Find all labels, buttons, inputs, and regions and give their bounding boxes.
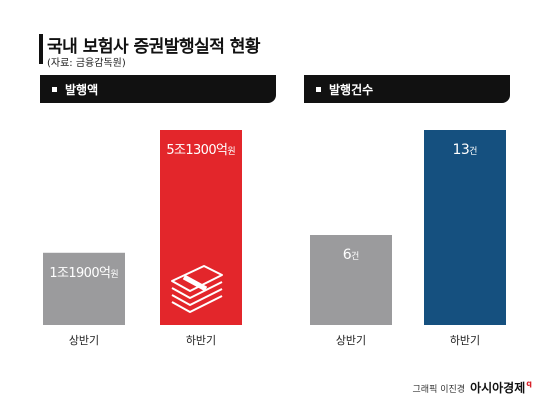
page-title: 국내 보험사 증권발행실적 현황	[47, 37, 261, 57]
bar-1-1	[424, 130, 506, 325]
panel-title-count: 발행건수	[329, 82, 374, 97]
bar-value-label-0-0: 1조1900억원	[49, 266, 118, 281]
category-label-0-1: 하반기	[186, 333, 216, 347]
panel-header-count: 발행건수	[304, 75, 510, 103]
bullet-square-icon	[52, 86, 57, 92]
source-note: (자료: 금융감독원)	[47, 58, 126, 69]
bullet-square-icon	[316, 86, 321, 92]
category-label-0-0: 상반기	[69, 334, 99, 347]
category-label-1-0: 상반기	[336, 334, 366, 347]
bar-value-label-0-1: 5조1300억원	[166, 143, 235, 158]
bar-value-label-1-1: 13건	[453, 142, 478, 158]
graphic-credit: 그래픽 이진경	[412, 385, 466, 395]
brand-logo: 아시아경제	[470, 381, 526, 395]
bar-0-0	[43, 252, 125, 325]
title-accent-bar	[39, 34, 43, 64]
category-label-1-1: 하반기	[450, 333, 480, 347]
bar-value-label-1-0: 6건	[343, 247, 360, 263]
credit: 그래픽 이진경 아시아경제 q	[413, 379, 532, 396]
panel-title-amount: 발행액	[65, 82, 99, 97]
panel-header-amount: 발행액	[40, 75, 276, 103]
money-stack-icon	[171, 265, 223, 313]
brand-mark-icon: q	[526, 379, 532, 388]
bar-1-0	[310, 235, 392, 325]
